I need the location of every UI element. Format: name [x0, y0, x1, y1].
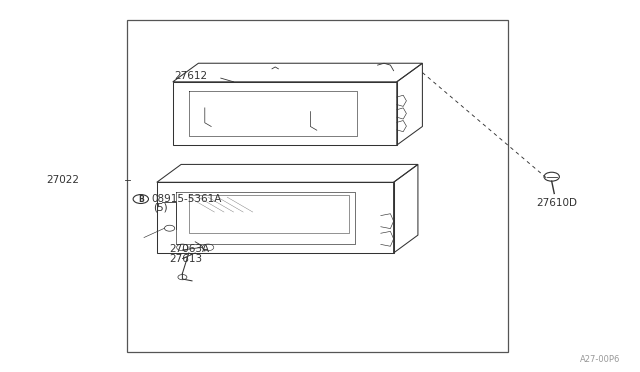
Text: 27063A: 27063A: [170, 244, 210, 254]
Text: 27613: 27613: [170, 254, 203, 263]
Text: A27-00P6: A27-00P6: [580, 355, 621, 364]
Text: 08915-5361A: 08915-5361A: [151, 194, 221, 204]
Text: (5): (5): [153, 202, 168, 212]
Text: 27610D: 27610D: [536, 198, 577, 208]
Text: B: B: [138, 195, 143, 203]
Bar: [127, 20, 508, 352]
Text: 27612: 27612: [174, 71, 207, 81]
Text: 27022: 27022: [47, 176, 80, 185]
